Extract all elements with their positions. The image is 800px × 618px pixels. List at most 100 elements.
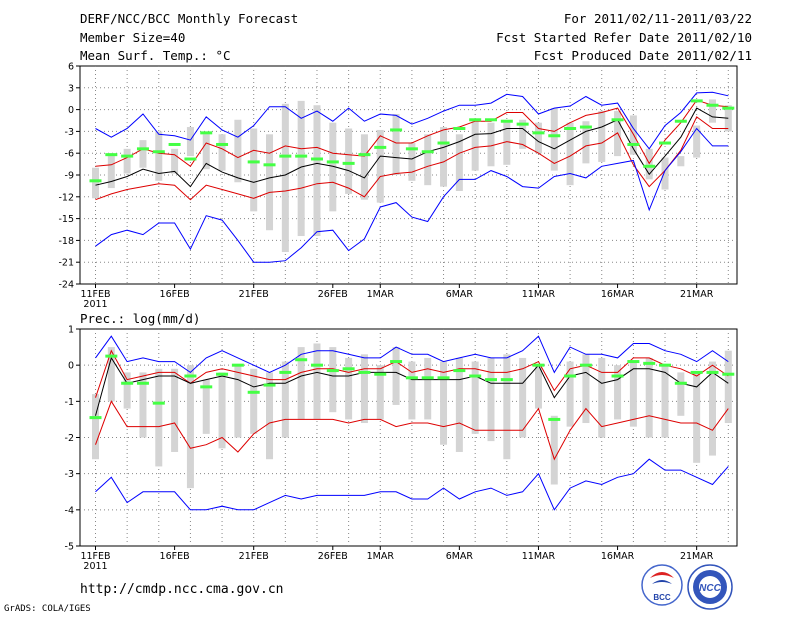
temp-xtick-label: 16FEB (160, 289, 190, 300)
prec-box (550, 415, 558, 485)
temp-box (408, 143, 416, 181)
prec-box (677, 372, 685, 416)
temp-ytick-label: -12 (58, 192, 74, 203)
temp-box (313, 105, 321, 237)
temp-box (376, 129, 384, 203)
grads-credit: GrADS: COLA/IGES (4, 604, 91, 614)
bcc-logo: BCC (641, 564, 683, 606)
prec-panel-title: Prec.: log(mm/d) (80, 311, 200, 326)
fcst-started-date: Fcst Started Refer Date 2011/02/10 (496, 30, 752, 45)
temp-xtick-year: 2011 (83, 299, 107, 310)
temp-box (724, 105, 732, 132)
temp-xtick-label: 21FEB (239, 289, 269, 300)
temp-ytick-label: -6 (65, 149, 74, 160)
temp-box (534, 122, 542, 154)
temp-series-max (95, 91, 729, 150)
temp-ytick-label: -21 (58, 258, 74, 269)
prec-box (487, 357, 495, 442)
temp-box (92, 167, 99, 199)
prec-box (408, 361, 416, 420)
prec-xtick-label: 21FEB (239, 551, 269, 562)
temp-box (123, 148, 131, 174)
prec-box (440, 361, 448, 445)
valid-period: For 2011/02/11-2011/03/22 (563, 11, 752, 26)
temp-box (440, 127, 448, 187)
prec-box (234, 365, 242, 438)
temp-series-mean (95, 107, 729, 188)
temp-box (297, 100, 305, 237)
prec-box (629, 361, 637, 427)
temp-box (360, 134, 368, 200)
temp-box (329, 122, 337, 212)
temp-ytick-label: 6 (68, 62, 74, 73)
prec-box (92, 394, 99, 460)
temp-ytick-label: -3 (65, 127, 74, 138)
prec-xtick-label: 1MAR (367, 551, 395, 562)
temp-series-spread_lower (95, 116, 729, 201)
prec-box (266, 372, 274, 460)
prec-box (455, 357, 463, 452)
temp-ytick-label: 0 (68, 105, 74, 116)
temp-box (202, 134, 210, 170)
temp-box (171, 148, 179, 174)
prec-box (645, 357, 653, 438)
temp-box (708, 99, 716, 123)
prec-series-min (95, 458, 729, 511)
temp-box (392, 113, 400, 175)
prec-box (250, 368, 258, 434)
prec-box (582, 354, 590, 424)
temp-box (266, 134, 274, 231)
temp-ytick-label: -18 (58, 236, 74, 247)
prec-series-spread_lower (95, 400, 729, 461)
prec-xtick-label: 26FEB (318, 551, 348, 562)
prec-box (724, 350, 732, 424)
temp-box (519, 119, 527, 149)
temp-box (471, 121, 479, 171)
temp-box (550, 108, 558, 171)
temp-box (598, 111, 606, 162)
prec-box (171, 368, 179, 452)
prec-ytick-label: -2 (65, 433, 74, 444)
chart-title: DERF/NCC/BCC Monthly Forecast (80, 11, 299, 26)
prec-box (218, 372, 226, 449)
temp-box (455, 134, 463, 191)
temp-box (218, 134, 226, 171)
temp-xtick-label: 6MAR (446, 289, 474, 300)
prec-box (598, 357, 606, 438)
temp-box (139, 140, 147, 168)
prec-box (534, 365, 542, 409)
temp-box (234, 119, 242, 183)
bcc-logo-text: BCC (653, 593, 671, 602)
temp-box (186, 127, 194, 157)
prec-box (345, 357, 353, 420)
prec-box (503, 354, 511, 460)
temp-box (582, 121, 590, 164)
prec-box (519, 357, 527, 438)
ncc-logo: NCC (687, 564, 733, 610)
ncc-logo-text: NCC (699, 583, 721, 594)
prec-box (471, 361, 479, 434)
prec-series-spread_upper (95, 349, 729, 398)
prec-xtick-label: 6MAR (446, 551, 474, 562)
temp-xtick-label: 26FEB (318, 289, 348, 300)
prec-box (329, 347, 337, 413)
temp-ytick-label: -9 (65, 171, 74, 182)
temp-box (487, 122, 495, 167)
prec-box (693, 372, 701, 463)
temp-xtick-label: 21MAR (680, 289, 714, 300)
prec-box (424, 357, 432, 420)
prec-series-max (95, 335, 729, 374)
temp-box (424, 134, 432, 186)
temp-box (281, 103, 289, 253)
prec-xtick-label: 16FEB (160, 551, 190, 562)
temp-xtick-label: 11MAR (522, 289, 556, 300)
prec-box (186, 365, 194, 489)
variable-label: Mean Surf. Temp.: °C (80, 48, 231, 63)
temp-xtick-label: 16MAR (601, 289, 635, 300)
prec-box (708, 361, 716, 456)
prec-box (614, 365, 622, 420)
prec-ytick-label: -3 (65, 469, 74, 480)
temp-box (503, 121, 511, 165)
temp-box (107, 153, 115, 189)
